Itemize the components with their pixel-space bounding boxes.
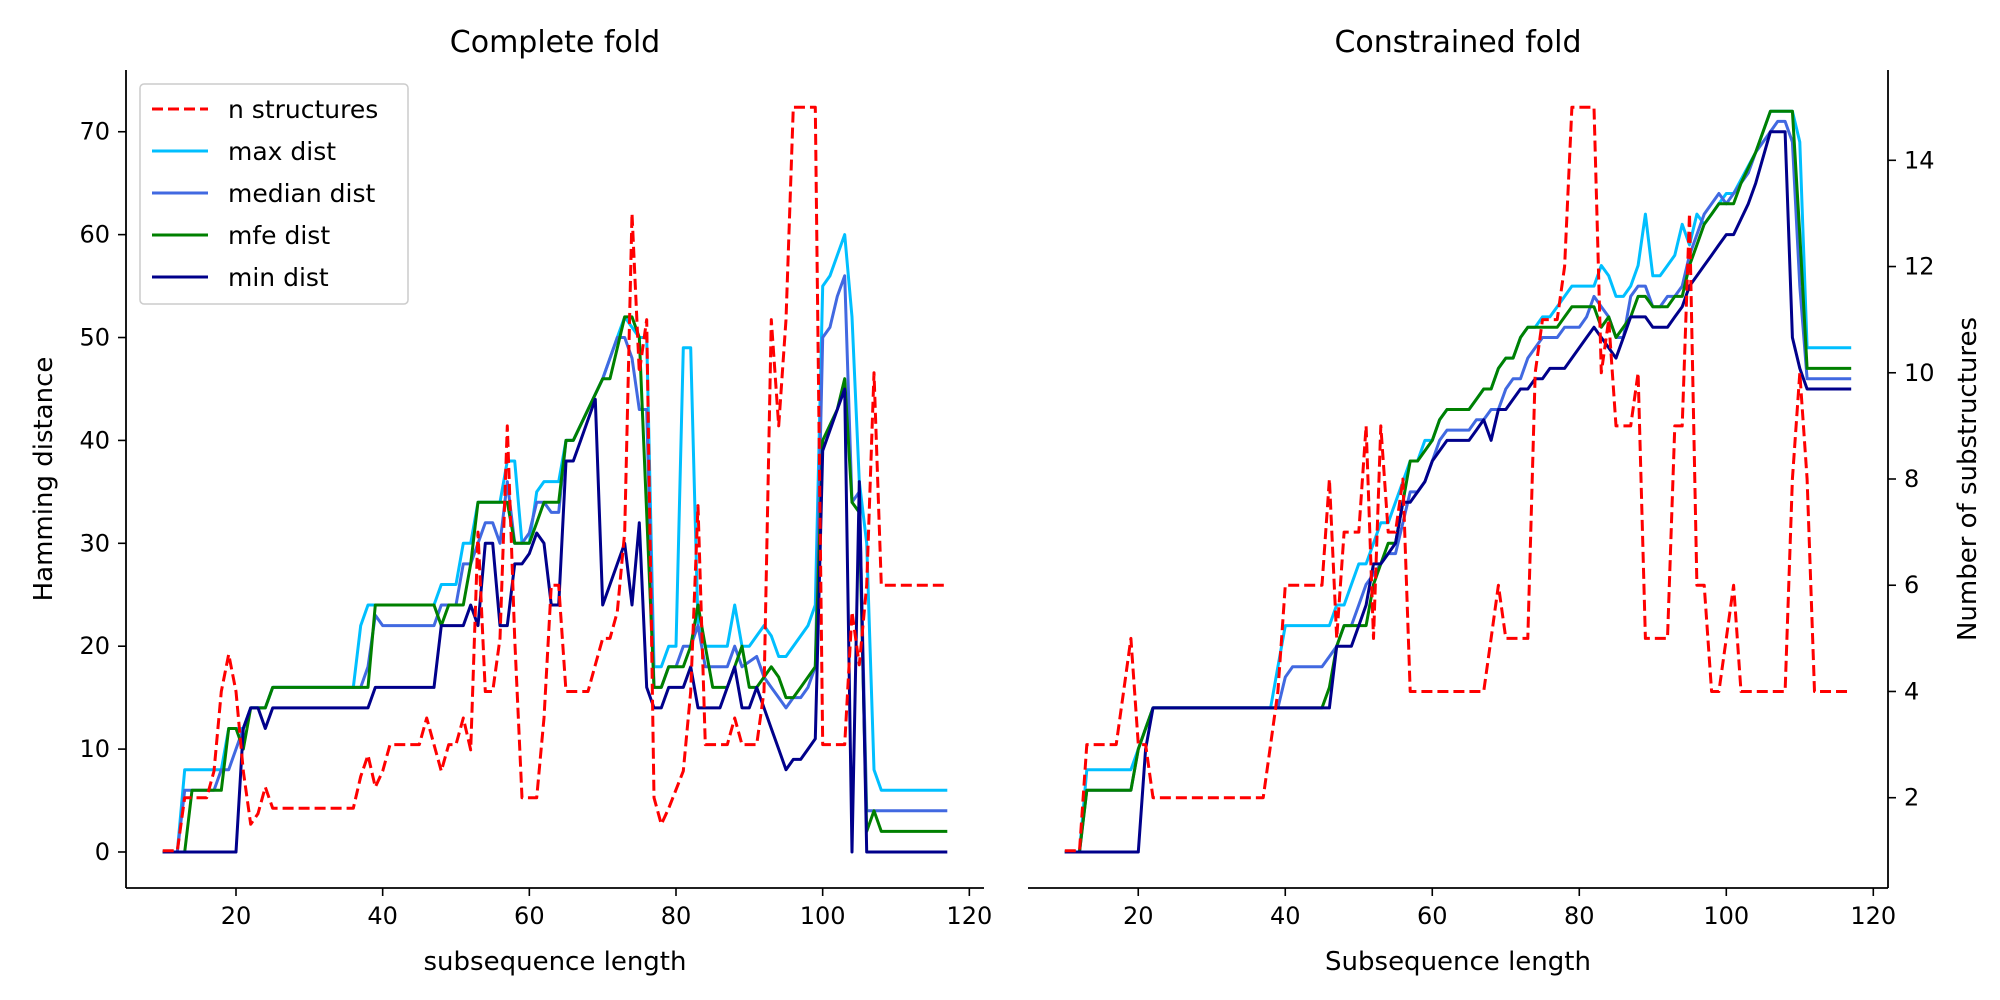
legend-box (139, 83, 409, 305)
left-y-tick-label: 50 (79, 324, 110, 352)
legend-entry-max-dist: max dist (152, 137, 336, 166)
left-x-tick-label: 60 (514, 902, 545, 930)
right-y-tick-label: 6 (1904, 571, 1919, 599)
right-x-axis-label: Subsequence length (1325, 947, 1591, 977)
right-y-tick-label: 14 (1904, 146, 1935, 174)
legend-entry-min-dist: min dist (152, 263, 329, 292)
left-panel: 20 40 60 80 100 120 0 10 20 30 40 50 60 70 Complete … (29, 25, 992, 977)
left-x-tick-label: 20 (221, 902, 252, 930)
right-title: Constrained fold (1334, 25, 1581, 60)
left-y-tick-label: 20 (79, 632, 110, 660)
right-x-tick-label: 40 (1270, 902, 1301, 930)
left-series-min-dist (162, 387, 948, 854)
right-y-tick-label: 12 (1904, 253, 1935, 281)
right-y-tick-label: 10 (1904, 359, 1935, 387)
left-x-tick-label: 100 (800, 902, 846, 930)
legend-label: n structures (228, 95, 378, 124)
left-y-tick-label: 10 (79, 735, 110, 763)
left-x-axis-label: subsequence length (424, 947, 687, 977)
legend-entry-n-structures: n structures (152, 95, 378, 124)
right-x-tick-label: 20 (1123, 902, 1154, 930)
right-series-n-structures (1064, 105, 1852, 853)
left-x-tick-label: 40 (367, 902, 398, 930)
right-y-tick-label: 2 (1904, 784, 1919, 812)
left-y-tick-label: 40 (79, 426, 110, 454)
right-series-max-dist (1064, 109, 1852, 854)
right-secondary-y-axis-label: Number of substructures (1953, 317, 1983, 641)
legend-entry-median-dist: median dist (152, 179, 376, 208)
right-y-tick-label: 4 (1904, 677, 1919, 705)
left-x-tick-label: 120 (946, 902, 992, 930)
legend-label: median dist (228, 179, 376, 208)
right-x-tick-label: 120 (1850, 902, 1896, 930)
left-y-axis-label: Hamming distance (29, 357, 59, 602)
legend-label: mfe dist (228, 221, 330, 250)
left-series-median-dist (162, 274, 948, 854)
legend-label: max dist (228, 137, 336, 166)
left-x-tick-label: 80 (661, 902, 692, 930)
left-y-tick-label: 30 (79, 529, 110, 557)
legend-entry-mfe-dist: mfe dist (152, 221, 330, 250)
legend: n structures max dist median dist mfe dist m… (139, 83, 409, 305)
right-series-min-dist (1064, 130, 1852, 854)
left-y-tick-label: 60 (79, 221, 110, 249)
left-y-tick-label: 70 (79, 118, 110, 146)
left-title: Complete fold (450, 25, 660, 60)
left-series-mfe-dist (162, 315, 948, 854)
right-x-tick-label: 100 (1703, 902, 1749, 930)
right-x-tick-label: 60 (1417, 902, 1448, 930)
right-series-mfe-dist (1064, 109, 1852, 854)
left-series-n-structures (162, 105, 948, 853)
right-x-tick-label: 80 (1564, 902, 1595, 930)
right-series-median-dist (1064, 119, 1852, 854)
legend-label: min dist (228, 263, 329, 292)
left-y-tick-label: 0 (95, 838, 110, 866)
right-y-tick-label: 8 (1904, 465, 1919, 493)
right-panel: 20 40 60 80 100 120 2 4 6 8 10 12 14 Constrained fo… (1028, 25, 1983, 977)
